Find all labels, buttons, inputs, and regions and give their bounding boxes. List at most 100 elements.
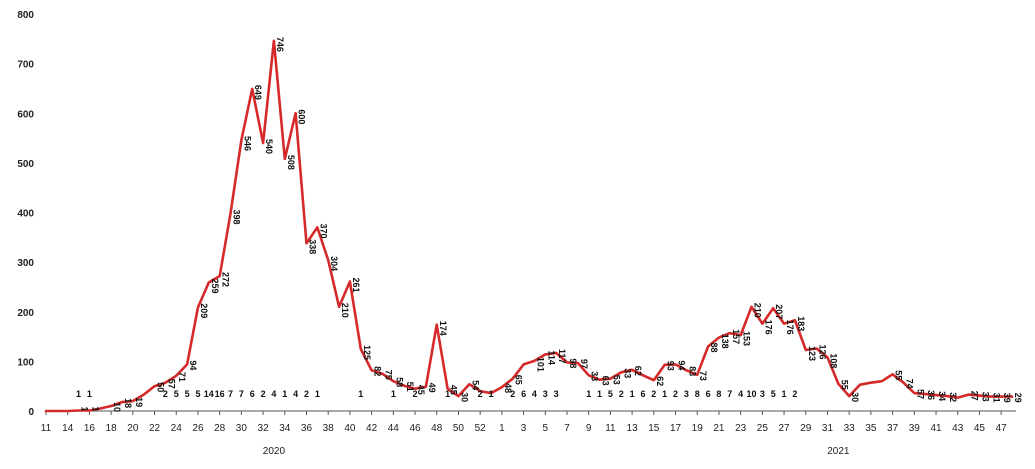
x-tick-label: 14 (62, 423, 74, 434)
data-label: 261 (351, 278, 361, 293)
data-label: 398 (232, 210, 242, 225)
bottom-count-label: 10 (746, 389, 756, 399)
bottom-count-label: 4 (738, 389, 743, 399)
data-label: 83 (687, 366, 697, 376)
x-tick-label: 33 (844, 423, 856, 434)
data-label: 370 (318, 223, 328, 238)
data-label: 98 (568, 358, 578, 368)
data-label: 33 (590, 371, 600, 381)
x-tick-label: 31 (822, 423, 834, 434)
bottom-count-label: 6 (706, 389, 711, 399)
data-label: 101 (535, 357, 545, 372)
x-tick-label: 35 (865, 423, 877, 434)
data-label: 45 (449, 385, 459, 395)
x-tick-label: 19 (692, 423, 704, 434)
data-label: 58 (394, 377, 404, 387)
x-tick-label: 38 (323, 423, 335, 434)
bottom-count-label: 1 (489, 389, 494, 399)
x-tick-label: 20 (127, 423, 139, 434)
data-label: 62 (633, 366, 643, 376)
bottom-count-label: 6 (250, 389, 255, 399)
data-label: 75 (384, 370, 394, 380)
data-label: 97 (579, 359, 589, 369)
x-tick-label: 43 (952, 423, 964, 434)
data-label: 123 (807, 346, 817, 361)
bottom-count-label: 1 (76, 389, 81, 399)
x-tick-label: 26 (192, 423, 204, 434)
data-label: 53 (611, 375, 621, 385)
x-tick-label: 34 (279, 423, 291, 434)
bottom-count-label: 2 (673, 389, 678, 399)
x-tick-label: 36 (301, 423, 313, 434)
bottom-count-label: 5 (195, 389, 200, 399)
bottom-count-label: 1 (391, 389, 396, 399)
year-labels: 2020 2021 (263, 446, 850, 457)
x-tick-label: 21 (713, 423, 725, 434)
x-tick-label: 47 (996, 423, 1008, 434)
data-label: 746 (275, 37, 285, 52)
bottom-count-label: 2 (478, 389, 483, 399)
data-label: 10 (112, 402, 122, 412)
x-tick-label: 22 (149, 423, 161, 434)
data-label: 54 (470, 380, 480, 390)
data-label: 93 (666, 361, 676, 371)
data-label: 94 (188, 360, 198, 370)
bottom-count-label: 7 (239, 389, 244, 399)
data-label: 27 (970, 391, 980, 401)
bottom-count-label: 2 (792, 389, 797, 399)
data-label: 39 (1002, 393, 1012, 403)
data-label: 51 (405, 382, 415, 392)
x-tick-label: 11 (605, 423, 616, 434)
bottom-counts: 1 1 2 5 5 5 14 16 7 7 6 2 4 1 4 2 1 1 1 2 1 2 1 2 6 4 3 3 1 1 5 2 1 6 2 1 2 3… (76, 389, 797, 399)
data-label: 157 (731, 329, 741, 344)
y-tick-label: 200 (17, 308, 34, 319)
x-tick-label: 9 (586, 423, 592, 434)
data-label: 304 (329, 256, 339, 271)
x-tick-label: 13 (627, 423, 639, 434)
bottom-count-label: 3 (760, 389, 765, 399)
data-label: 209 (199, 303, 209, 318)
y-tick-label: 500 (17, 159, 34, 170)
x-tick-label: 32 (258, 423, 270, 434)
year-label: 2020 (263, 446, 286, 457)
x-tick-label: 16 (84, 423, 96, 434)
bottom-count-label: 2 (413, 389, 418, 399)
y-tick-label: 0 (28, 407, 34, 418)
bottom-count-label: 2 (163, 389, 168, 399)
x-tick-label: 41 (930, 423, 942, 434)
x-tick-label: 1 (499, 423, 505, 434)
x-tick-label: 5 (542, 423, 548, 434)
data-label: 55 (839, 380, 849, 390)
x-tick-label: 25 (757, 423, 769, 434)
x-tick-label: 23 (735, 423, 747, 434)
y-tick-label: 600 (17, 109, 34, 120)
x-tick-label: 50 (453, 423, 465, 434)
bottom-count-label: 1 (662, 389, 667, 399)
bottom-count-label: 4 (293, 389, 298, 399)
bottom-count-label: 4 (532, 389, 537, 399)
data-label: 117 (557, 349, 567, 364)
data-label: 176 (763, 320, 773, 335)
series-group (44, 39, 1014, 413)
x-tick-label: 39 (909, 423, 921, 434)
data-label: 30 (459, 392, 469, 402)
bottom-count-label: 3 (543, 389, 548, 399)
data-label: 57 (915, 389, 925, 399)
x-tick-label: 46 (409, 423, 421, 434)
data-label: 45 (416, 385, 426, 395)
bottom-count-label: 3 (684, 389, 689, 399)
data-label: 50 (156, 382, 166, 392)
x-tick-label: 3 (521, 423, 527, 434)
x-tick-label: 30 (236, 423, 248, 434)
y-axis-ticks: 0 100 200 300 400 500 600 700 800 (17, 10, 34, 418)
data-label: 207 (774, 304, 784, 319)
data-label: 19 (134, 397, 144, 407)
data-label: 57 (166, 379, 176, 389)
x-tick-label: 18 (106, 423, 118, 434)
x-tick-label: 45 (974, 423, 986, 434)
data-label: 32 (948, 392, 958, 402)
x-tick-label: 11 (41, 423, 52, 434)
data-label: 174 (438, 321, 448, 336)
x-tick-label: 37 (887, 423, 899, 434)
data-label: 65 (514, 375, 524, 385)
